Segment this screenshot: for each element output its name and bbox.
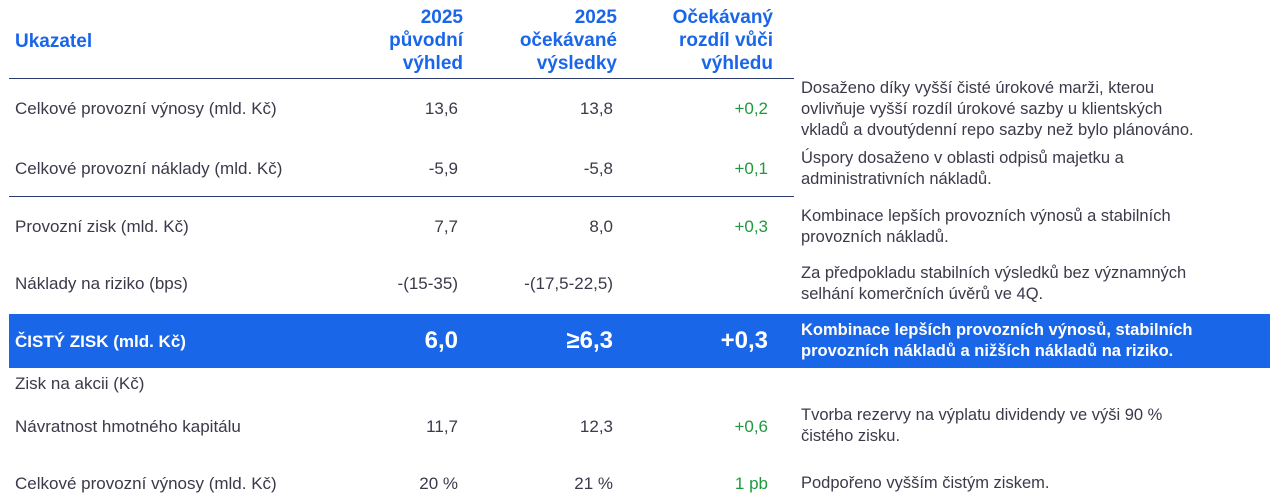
header-original-outlook: 2025 původní výhled [389, 7, 463, 74]
section-divider [9, 196, 794, 197]
original-value: 7,7 [434, 217, 458, 236]
row-label: Zisk na akcii (Kč) [15, 374, 145, 393]
row-comment: Dosaženo díky vyšší čisté úrokové marži,… [801, 79, 1194, 139]
difference-value: +0,1 [734, 159, 768, 178]
expected-value: 8,0 [589, 217, 613, 236]
header-expected-difference: Očekávaný rozdíl vůči výhledu [672, 7, 773, 74]
row-label: Celkové provozní výnosy (mld. Kč) [15, 474, 277, 493]
expected-value: 21 % [574, 474, 613, 493]
row-comment: Kombinace lepších provozních výnosů a st… [801, 207, 1171, 246]
row-comment: Za předpokladu stabilních výsledků bez v… [801, 264, 1187, 303]
difference-value: +0,3 [720, 327, 768, 354]
header-indicator: Ukazatel [15, 31, 93, 52]
row-label: ČISTÝ ZISK (mld. Kč) [15, 332, 186, 351]
row-comment: Kombinace lepších provozních výnosů, sta… [801, 321, 1193, 360]
expected-value: -5,8 [583, 159, 613, 178]
expected-value: ≥6,3 [566, 327, 613, 354]
row-label: Celkové provozní náklady (mld. Kč) [15, 159, 283, 178]
difference-value: +0,2 [734, 99, 768, 118]
header-divider [9, 78, 794, 79]
expected-value: 12,3 [579, 417, 613, 436]
difference-value: 1 pb [734, 474, 768, 493]
original-value: 6,0 [424, 327, 458, 354]
original-value: 20 % [419, 474, 458, 493]
row-comment: Podpořeno vyšším čistým ziskem. [801, 474, 1050, 492]
original-value: 11,7 [426, 417, 458, 436]
expected-value: -(17,5-22,5) [524, 274, 613, 293]
original-value: 13,6 [424, 99, 458, 118]
original-value: -(15-35) [397, 274, 458, 293]
row-comment: Úspory dosaženo v oblasti odpisů majetku… [801, 149, 1124, 188]
table-header: Ukazatel 2025 původní výhled 2025 očekáv… [0, 0, 1280, 78]
row-label: Celkové provozní výnosy (mld. Kč) [15, 99, 277, 118]
row-label: Provozní zisk (mld. Kč) [15, 217, 189, 236]
difference-value: +0,3 [734, 217, 768, 236]
difference-value: +0,6 [734, 417, 768, 436]
row-comment: Tvorba rezervy na výplatu dividendy ve v… [801, 406, 1163, 445]
row-label: Náklady na riziko (bps) [15, 274, 188, 293]
row-label: Návratnost hmotného kapitálu [15, 417, 241, 436]
original-value: -5,9 [428, 159, 458, 178]
expected-value: 13,8 [579, 99, 613, 118]
header-expected-results: 2025 očekávané výsledky [519, 7, 617, 74]
net-profit-highlight-row [9, 314, 1270, 368]
